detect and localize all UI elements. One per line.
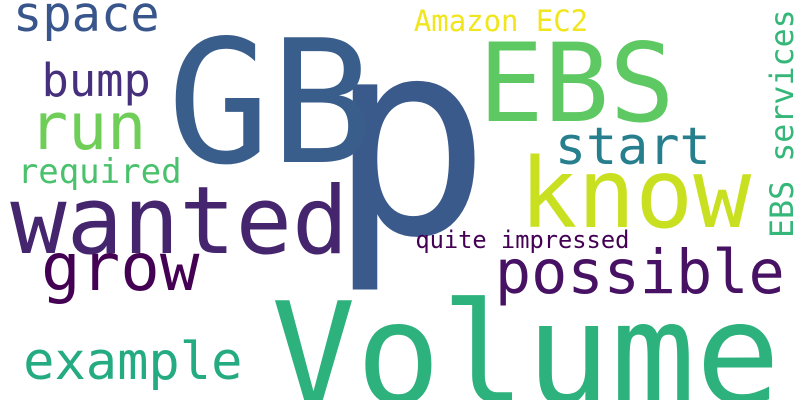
word-example: example [23,331,243,392]
word-volume: Volume [271,272,781,400]
word-start: start [554,116,711,177]
word-p: p [327,0,492,298]
word-grow: grow [41,229,200,307]
word-know: know [519,138,752,251]
word-amazon-ec2: Amazon EC2 [413,3,589,38]
word-wanted: wanted [10,167,349,277]
word-ebs: EBS [478,19,675,147]
word-possible: possible [494,237,785,308]
word-required: required [17,152,182,193]
word-bump: bump [41,54,151,108]
word-run: run [29,90,147,166]
word-space: space [13,0,160,43]
word-quite-impressed: quite impressed [415,226,630,255]
word-gb: GB [167,4,374,204]
word-ebs-services: EBS services [765,9,800,238]
